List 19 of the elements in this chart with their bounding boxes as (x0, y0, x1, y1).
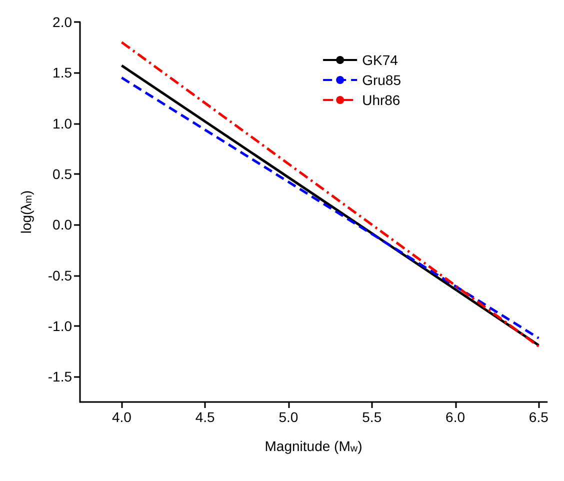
y-tick-label: 2.0 (52, 14, 72, 30)
y-tick-label: -1.5 (48, 368, 72, 385)
y-tick-label: -0.5 (48, 267, 72, 284)
legend-label: Uhr86 (362, 92, 400, 108)
x-tick-label: 5.5 (362, 409, 382, 425)
x-tick-label: 5.0 (278, 409, 298, 425)
x-tick-label: 6.5 (528, 409, 549, 425)
y-axis-title: log(λm) (18, 190, 34, 234)
x-tick-label: 4.0 (112, 409, 132, 425)
y-tick-label: 1.0 (52, 115, 72, 132)
y-tick-label: 0.5 (52, 166, 72, 182)
x-tick-label: 6.0 (446, 409, 466, 425)
y-tick-label: 1.5 (52, 64, 72, 81)
legend-label: GK74 (362, 52, 398, 68)
x-tick-label: 4.5 (195, 409, 216, 425)
y-tick-label: -1.0 (48, 318, 72, 334)
legend-label: Gru85 (362, 72, 402, 88)
y-tick-label: 0.0 (52, 216, 72, 233)
x-axis-title: Magnitude (Mw) (264, 438, 362, 454)
